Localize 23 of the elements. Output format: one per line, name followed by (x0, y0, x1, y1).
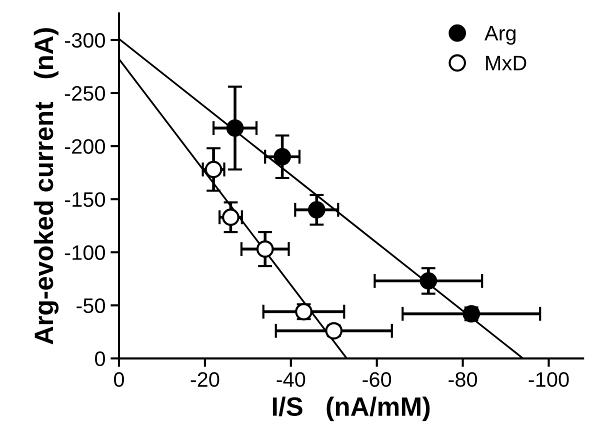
point (222, 208, 240, 226)
y-tick-label: -100 (65, 245, 105, 260)
y-tick-label: -300 (65, 32, 105, 48)
legend-label: MxD (486, 56, 526, 70)
x-axis-title: I/S (nA/mM) (272, 396, 430, 422)
point (256, 240, 274, 258)
x-tick-label: -40 (276, 372, 306, 387)
point (274, 148, 291, 166)
y-tick-label: -250 (65, 86, 105, 101)
point (226, 119, 244, 137)
point (420, 272, 438, 290)
y-tick-label: -50 (76, 298, 105, 314)
x-tick-label: -100 (528, 372, 569, 387)
x-tick-label: -60 (362, 372, 392, 387)
legend-label: Arg (484, 26, 516, 45)
x-tick-label: -20 (190, 372, 220, 387)
y-tick-label: -200 (65, 139, 105, 154)
y-tick-label: -150 (65, 192, 105, 207)
y-tick-label: 0 (95, 351, 105, 366)
y-axis-title: Arg-evoked current (nA) (34, 28, 59, 344)
x-tick-label: -80 (448, 372, 478, 387)
point (308, 201, 326, 218)
x-tick-label: 0 (114, 372, 124, 387)
